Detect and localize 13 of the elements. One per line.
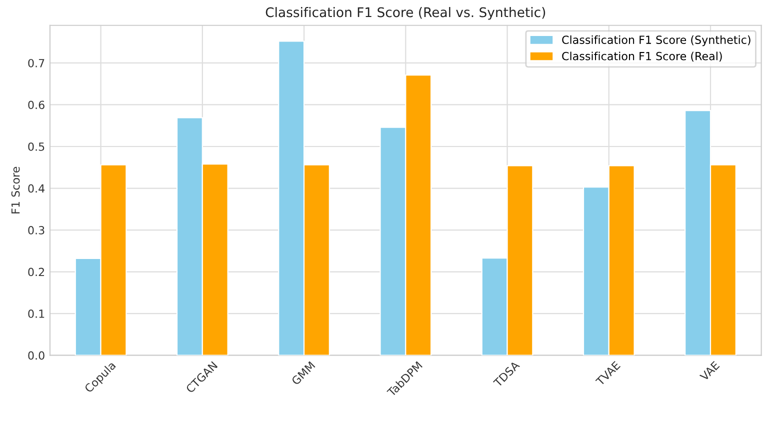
y-tick-label: 0.1 — [28, 310, 44, 318]
y-tick-label: 0.7 — [28, 58, 44, 68]
y-tick-label: 0.2 — [28, 268, 44, 276]
chart-title: Classification F1 Score (Real vs. Synthetic) — [266, 7, 546, 20]
legend-label: Classification F1 Score (Real) — [562, 52, 722, 62]
y-tick-label: 0.3 — [28, 226, 44, 234]
y-tick-label: 0.6 — [28, 100, 44, 110]
legend-label: Classification F1 Score (Synthetic) — [562, 35, 750, 46]
y-axis-title: F1 Score — [11, 166, 20, 214]
x-tick-label: VAE — [699, 360, 720, 382]
y-tick-label: 0.5 — [28, 142, 44, 151]
y-tick-label: 0.0 — [28, 351, 44, 360]
y-tick-label: 0.4 — [28, 184, 44, 193]
